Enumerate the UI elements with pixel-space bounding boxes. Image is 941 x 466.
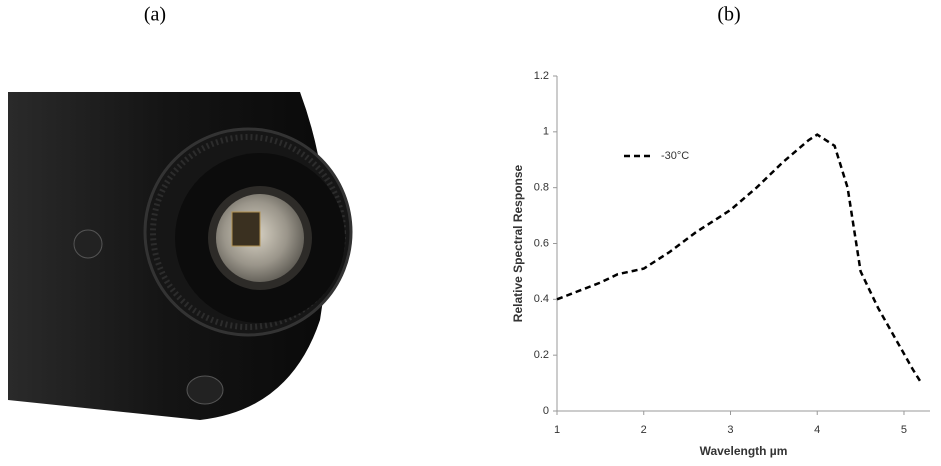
data-line xyxy=(556,133,923,384)
photo xyxy=(8,92,353,420)
y-tick-label: 1.2 xyxy=(534,70,549,82)
y-tick-label: 0.4 xyxy=(534,293,549,305)
line-chart: 0 0.2 0.4 0.6 0.8 1 1.2 1 2 3 4 5 Wavelength µm Relat… xyxy=(511,70,930,458)
panel-label: (a) xyxy=(144,4,166,26)
y-tick-label: 1 xyxy=(543,126,549,138)
x-tick-label: 1 xyxy=(554,424,560,436)
x-tick-label: 3 xyxy=(727,424,733,436)
y-axis-title: Relative Spectral Response xyxy=(511,164,525,322)
x-tick-label: 5 xyxy=(901,424,907,436)
x-tick-label: 4 xyxy=(814,424,820,436)
y-tick-label: 0.2 xyxy=(534,349,549,361)
x-tick-label: 2 xyxy=(641,424,647,436)
y-tick-label: 0.8 xyxy=(534,182,549,194)
x-axis-title: Wavelength µm xyxy=(700,444,788,458)
legend-label: -30°C xyxy=(661,150,689,162)
y-tick-label: 0 xyxy=(543,405,549,417)
y-tick-label: 0.6 xyxy=(534,237,549,249)
panel-label: (b) xyxy=(717,4,740,26)
